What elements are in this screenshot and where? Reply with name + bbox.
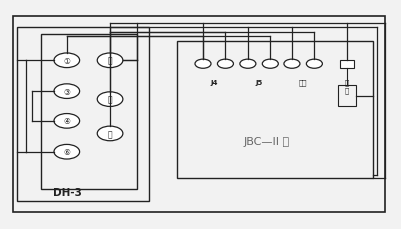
Bar [338, 86, 355, 106]
Bar [17, 28, 148, 201]
Circle shape [54, 54, 79, 68]
Text: ④: ④ [63, 117, 70, 126]
Circle shape [97, 54, 123, 68]
Text: 触点: 触点 [298, 79, 307, 86]
Text: ⑫: ⑫ [107, 57, 112, 65]
Text: DH-3: DH-3 [53, 188, 81, 198]
Text: ①: ① [63, 57, 70, 65]
Circle shape [217, 60, 233, 69]
Circle shape [239, 60, 255, 69]
Text: 合
闸: 合 闸 [344, 79, 348, 93]
Text: J5: J5 [255, 79, 262, 85]
Bar [339, 60, 354, 68]
Circle shape [283, 60, 299, 69]
Circle shape [97, 127, 123, 141]
Text: JBC—II 型: JBC—II 型 [243, 137, 290, 147]
Text: ⑥: ⑥ [63, 147, 70, 157]
Circle shape [261, 60, 277, 69]
Text: ⑰: ⑰ [107, 129, 112, 138]
Circle shape [54, 85, 79, 99]
Bar [13, 17, 384, 212]
Bar [176, 42, 373, 178]
Circle shape [306, 60, 322, 69]
Text: ⑬: ⑬ [107, 95, 112, 104]
Circle shape [54, 145, 79, 159]
Circle shape [54, 114, 79, 129]
Text: J4: J4 [210, 79, 217, 85]
Circle shape [97, 93, 123, 107]
Bar [41, 35, 137, 190]
Text: ③: ③ [63, 87, 70, 96]
Circle shape [194, 60, 211, 69]
